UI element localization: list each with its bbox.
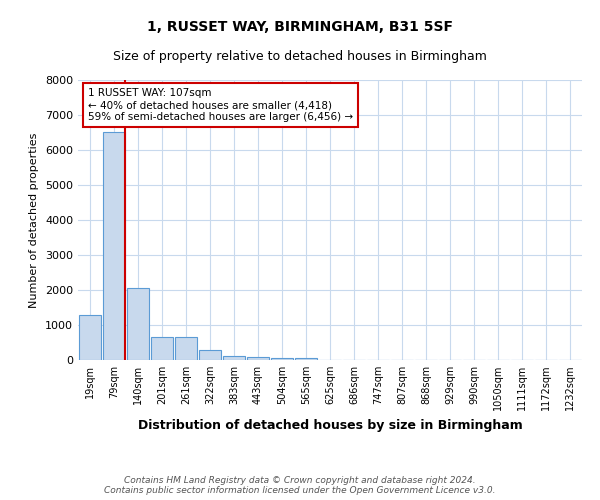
Bar bbox=[271, 358, 293, 360]
Text: Size of property relative to detached houses in Birmingham: Size of property relative to detached ho… bbox=[113, 50, 487, 63]
Bar bbox=[103, 132, 125, 360]
Bar bbox=[223, 356, 245, 360]
Bar bbox=[127, 288, 149, 360]
Bar bbox=[295, 358, 317, 360]
Bar bbox=[151, 337, 173, 360]
Bar bbox=[79, 314, 101, 360]
Text: 1, RUSSET WAY, BIRMINGHAM, B31 5SF: 1, RUSSET WAY, BIRMINGHAM, B31 5SF bbox=[147, 20, 453, 34]
Bar bbox=[199, 350, 221, 360]
Bar bbox=[175, 337, 197, 360]
X-axis label: Distribution of detached houses by size in Birmingham: Distribution of detached houses by size … bbox=[137, 418, 523, 432]
Text: 1 RUSSET WAY: 107sqm
← 40% of detached houses are smaller (4,418)
59% of semi-de: 1 RUSSET WAY: 107sqm ← 40% of detached h… bbox=[88, 88, 353, 122]
Bar bbox=[247, 356, 269, 360]
Text: Contains HM Land Registry data © Crown copyright and database right 2024.
Contai: Contains HM Land Registry data © Crown c… bbox=[104, 476, 496, 495]
Y-axis label: Number of detached properties: Number of detached properties bbox=[29, 132, 40, 308]
